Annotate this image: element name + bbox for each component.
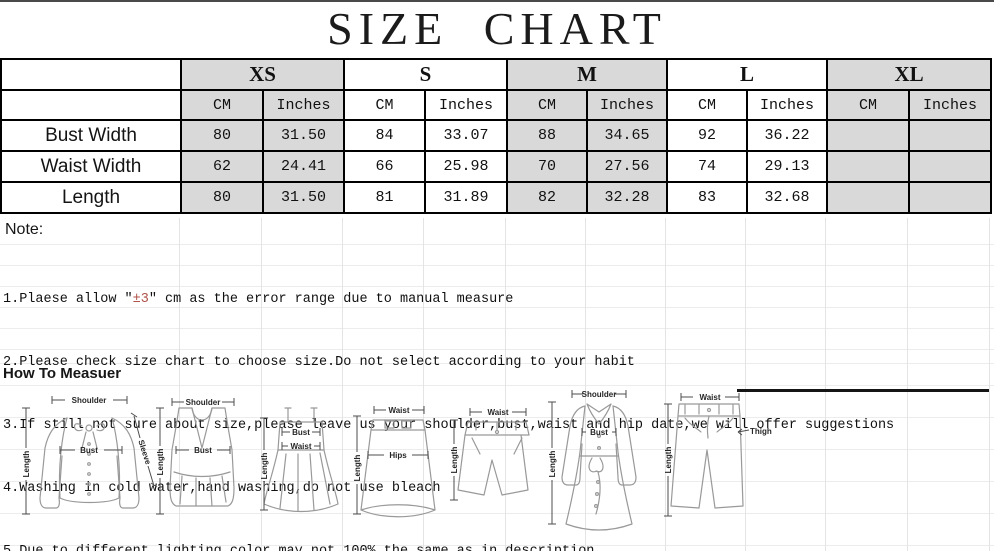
notes-heading: Note: <box>5 221 44 238</box>
unit-header-cm: CM <box>826 89 911 121</box>
size-header-xl: XL <box>826 58 993 91</box>
garment-label-mid: Bust <box>80 446 98 455</box>
garment-label-top: Waist <box>699 393 720 402</box>
value-cell: 82 <box>506 181 589 214</box>
garment-label-right: Sleeve <box>136 439 153 466</box>
garment-label-top: Shoulder <box>186 398 221 407</box>
size-chart-table: XS S M L XL CM Inches CM Inches CM Inche… <box>0 58 993 214</box>
garment-label-mid: Hips <box>389 451 407 460</box>
value-cell <box>826 181 911 214</box>
row-label-waist: Waist Width <box>0 150 182 183</box>
garment-label-left: Length <box>156 449 165 476</box>
value-cell: 25.98 <box>424 150 509 183</box>
unit-header-inches: Inches <box>746 89 829 121</box>
size-header-m: M <box>506 58 669 91</box>
value-cell: 70 <box>506 150 589 183</box>
top-divider-line <box>0 0 994 2</box>
value-cell: 83 <box>666 181 749 214</box>
note-line-2: 2.Please check size chart to choose size… <box>3 355 635 370</box>
value-cell: 81 <box>343 181 427 214</box>
unit-header-inches: Inches <box>261 89 346 121</box>
page-title: SIZE CHART <box>327 3 667 54</box>
garment-label-left: Length <box>548 451 557 478</box>
value-cell: 62 <box>180 150 264 183</box>
value-cell: 31.89 <box>424 181 509 214</box>
value-cell: 24.41 <box>261 150 346 183</box>
garment-skirt-illustration: Waist Length Hips <box>348 398 443 526</box>
value-cell: 80 <box>180 119 264 152</box>
garment-label-left: Length <box>450 447 459 474</box>
garment-label-top: Waist <box>388 406 409 415</box>
value-cell: 29.13 <box>746 150 829 183</box>
garment-label-top: Waist <box>487 408 508 417</box>
garment-blouse-illustration: Shoulder Length Bust Sleeve <box>12 386 167 528</box>
value-cell <box>908 150 993 183</box>
row-label-bust: Bust Width <box>0 119 182 152</box>
unit-header-cm: CM <box>180 89 264 121</box>
spreadsheet-gridlines <box>0 218 994 551</box>
unit-header-cm: CM <box>343 89 427 121</box>
garment-label-right: Thigh <box>750 427 772 436</box>
value-cell: 74 <box>666 150 749 183</box>
garment-coat-illustration: Shoulder Length Bust <box>540 382 650 534</box>
horizontal-rule <box>737 389 989 392</box>
garment-label-mid: Bust <box>590 428 608 437</box>
garment-label-left: Length <box>353 455 362 482</box>
garment-label-left: Length <box>664 447 673 474</box>
how-to-measure-heading: How To Measuer <box>3 365 122 382</box>
value-cell: 34.65 <box>586 119 669 152</box>
value-cell <box>908 181 993 214</box>
value-cell: 36.22 <box>746 119 829 152</box>
size-header-s: S <box>343 58 509 91</box>
garment-cami-dress-illustration: Bust Waist Length <box>252 392 347 524</box>
value-cell: 32.28 <box>586 181 669 214</box>
value-cell <box>826 119 911 152</box>
size-header-l: L <box>666 58 829 91</box>
size-header-xs: XS <box>179 58 346 91</box>
value-cell: 92 <box>666 119 749 152</box>
unit-header-inches: Inches <box>424 89 509 121</box>
unit-header-cm: CM <box>666 89 749 121</box>
value-cell: 31.50 <box>261 181 346 214</box>
note-text: 1.Plaese allow ″ <box>3 292 133 307</box>
corner-cell-2 <box>0 89 182 121</box>
garment-label-top: Shoulder <box>582 390 617 399</box>
unit-header-cm: CM <box>506 89 589 121</box>
garment-label-mid: Bust <box>194 446 212 455</box>
value-cell: 33.07 <box>424 119 509 152</box>
value-cell <box>826 150 911 183</box>
note-accent-text: ±3 <box>132 292 149 307</box>
garment-label-mid: Bust <box>292 428 310 437</box>
value-cell: 80 <box>180 181 264 214</box>
unit-header-inches: Inches <box>908 89 993 121</box>
value-cell: 31.50 <box>261 119 346 152</box>
garment-tank-top-illustration: Shoulder Length Bust <box>152 388 252 526</box>
corner-cell <box>0 58 182 91</box>
garment-shorts-illustration: Waist Length <box>446 402 536 514</box>
garment-label-left: Length <box>260 453 269 480</box>
garment-label-top: Shoulder <box>72 396 107 405</box>
note-text: ″ cm as the error range due to manual me… <box>148 292 514 307</box>
value-cell: 32.68 <box>746 181 829 214</box>
unit-header-inches: Inches <box>586 89 669 121</box>
value-cell: 88 <box>506 119 589 152</box>
value-cell: 84 <box>343 119 427 152</box>
note-line-5: 5.Due to different lighting,color may no… <box>3 541 894 551</box>
garment-label-left: Length <box>22 451 31 478</box>
row-label-length: Length <box>0 181 182 214</box>
value-cell: 66 <box>343 150 427 183</box>
garment-label-mid2: Waist <box>290 442 311 451</box>
value-cell <box>908 119 993 152</box>
value-cell: 27.56 <box>586 150 669 183</box>
note-line-1: 1.Plaese allow ″±3″ cm as the error rang… <box>3 289 894 310</box>
garment-pants-illustration: Waist Length Thigh <box>655 388 772 526</box>
